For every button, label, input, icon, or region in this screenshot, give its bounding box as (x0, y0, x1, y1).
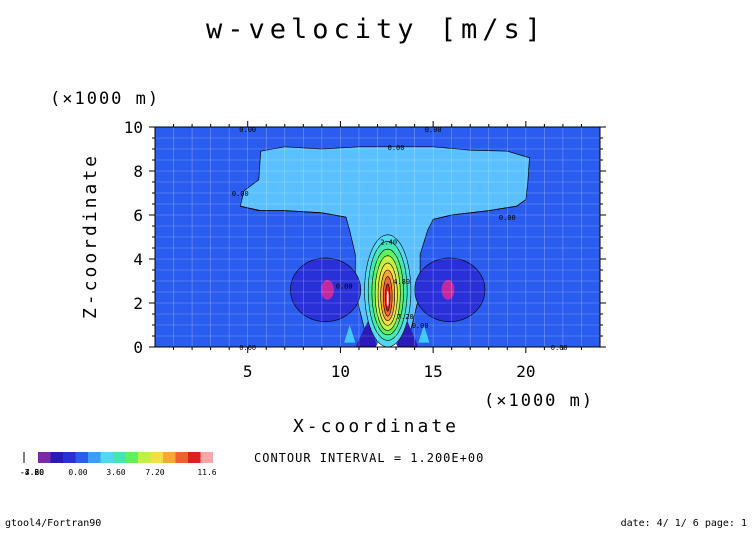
colorbar-swatch (50, 452, 63, 463)
colorbar-swatch (200, 452, 213, 463)
updraft-core-max (386, 290, 389, 307)
colorbar-label: 7.20 (145, 468, 164, 477)
x-tick-label: 15 (423, 362, 442, 381)
y-tick-label: 2 (133, 294, 143, 313)
x-tick-label: 10 (331, 362, 350, 381)
y-tick-label: 10 (124, 118, 143, 137)
downdraft-left-core (320, 279, 334, 300)
colorbar-swatch (138, 452, 151, 463)
colorbar-label: -3.60 (20, 468, 44, 477)
colorbar-swatch (100, 452, 113, 463)
x-tick-label: 5 (243, 362, 253, 381)
contour-label: 0.00 (336, 282, 353, 290)
colorbar-label: 11.6 (197, 468, 216, 477)
contour-fill (155, 127, 600, 348)
x-tick-label: 20 (516, 362, 535, 381)
y-tick-label: 6 (133, 206, 143, 225)
x-axis-label: X-coordinate (293, 416, 459, 437)
contour-label: 0.00 (412, 322, 429, 330)
contour-interval-text: CONTOUR INTERVAL = 1.200E+00 (254, 451, 484, 465)
chart-title: w-velocity [m/s] (206, 14, 546, 45)
contour-label: 0.00 (551, 344, 568, 352)
grid-lines (155, 127, 600, 347)
colorbar-swatch (75, 452, 88, 463)
colorbar-swatch (175, 452, 188, 463)
axes: 5 10 15 20 0 2 4 6 8 10 (124, 118, 606, 381)
colorbar-swatch (150, 452, 163, 463)
colorbar-swatch (88, 452, 101, 463)
y-tick-label: 0 (133, 338, 143, 357)
contour-label: 4.80 (393, 278, 410, 286)
colorbar-swatch (63, 452, 76, 463)
colorbar-swatch (125, 452, 138, 463)
zero-contour-right (433, 199, 527, 220)
colorbar-label: -7.20 (20, 468, 44, 477)
colorbar-swatch (163, 452, 176, 463)
footer-right: date: 4/ 1/ 6 page: 1 (621, 518, 747, 529)
contour-lines (240, 199, 527, 220)
contour-label: 0.00 (388, 144, 405, 152)
colorbar-swatch (113, 452, 126, 463)
contour-label: 0.00 (499, 214, 516, 222)
bottom-dark-left (355, 320, 378, 347)
colorbar-swatch (188, 452, 201, 463)
colorbar-label: -4.80 (20, 468, 44, 477)
bottom-feature-left (344, 325, 356, 343)
bottom-dark-right (396, 320, 419, 347)
x-unit-label: (×1000 m) (484, 391, 594, 411)
contour-label: 0.00 (239, 126, 256, 134)
y-tick-label: 8 (133, 162, 143, 181)
contour-label: 2.40 (380, 238, 397, 246)
colorbar-swatch (38, 452, 51, 463)
bottom-feature-right (418, 325, 430, 343)
colorbar-label: 0.00 (68, 468, 87, 477)
y-axis-label: Z-coordinate (80, 153, 101, 319)
downdraft-right-core (441, 279, 455, 300)
y-tick-label: 4 (133, 250, 143, 269)
contour-label: 0.00 (232, 190, 249, 198)
colorbar: -7.20-4.80-3.60 0.00 3.60 7.20 11.6 (20, 452, 217, 477)
footer-left: gtool4/Fortran90 (5, 518, 101, 529)
zero-contour-left (240, 205, 347, 218)
colorbar-label: 3.60 (106, 468, 125, 477)
y-unit-label: (×1000 m) (50, 89, 160, 109)
contour-label: 7.20 (397, 313, 414, 321)
contour-label: 0.00 (425, 126, 442, 134)
